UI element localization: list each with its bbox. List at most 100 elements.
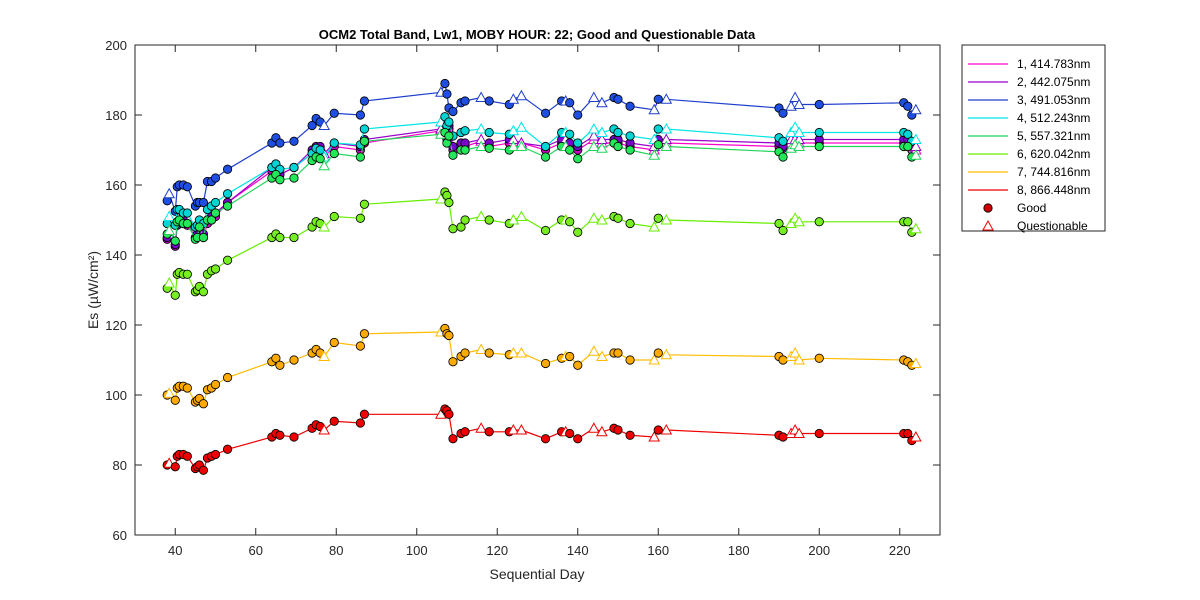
questionable-point	[475, 422, 487, 433]
legend-label: 6, 620.042nm	[1017, 147, 1090, 161]
good-point	[355, 213, 365, 223]
good-point	[210, 208, 221, 218]
good-point	[565, 145, 575, 155]
questionable-point	[515, 346, 528, 358]
good-point	[275, 360, 285, 370]
x-tick-label: 140	[567, 543, 589, 558]
legend-label: Questionable	[1017, 219, 1088, 233]
good-point	[170, 236, 180, 246]
good-point	[329, 416, 339, 426]
good-point	[355, 341, 365, 351]
questionable-point	[660, 122, 673, 134]
questionable-point	[793, 98, 805, 109]
good-point	[355, 418, 365, 428]
good-point	[653, 140, 663, 150]
questionable-point	[475, 91, 487, 102]
good-point	[198, 399, 209, 409]
good-point	[275, 175, 285, 185]
good-point	[289, 136, 299, 146]
good-point	[903, 428, 913, 439]
questionable-point	[475, 210, 487, 221]
legend-label: 4, 512.243nm	[1017, 111, 1090, 125]
good-point	[613, 141, 623, 152]
good-point	[222, 164, 233, 174]
good-point	[170, 462, 180, 472]
questionable-point	[660, 140, 673, 151]
good-point	[573, 360, 583, 370]
good-point	[355, 152, 365, 162]
good-point	[222, 372, 233, 383]
good-point	[540, 152, 551, 162]
questionable-point	[648, 430, 661, 442]
good-point	[210, 173, 221, 183]
good-point	[625, 218, 635, 229]
questionable-point	[318, 350, 331, 361]
good-point	[573, 434, 583, 444]
good-point	[540, 108, 551, 118]
good-point	[456, 222, 466, 232]
good-point	[903, 217, 913, 227]
y-tick-label: 160	[105, 178, 127, 193]
good-point	[289, 355, 299, 365]
questionable-point	[515, 121, 528, 132]
good-point	[222, 255, 233, 265]
questionable-point	[660, 423, 673, 435]
x-axis-title: Sequential Day	[490, 566, 585, 582]
questionable-point	[475, 140, 487, 151]
good-point	[329, 108, 339, 118]
good-point	[359, 124, 370, 134]
good-point	[653, 425, 663, 435]
questionable-point	[596, 142, 608, 153]
good-point	[540, 141, 551, 152]
y-tick-label: 60	[113, 528, 127, 543]
x-tick-label: 100	[406, 543, 428, 558]
good-point	[182, 182, 192, 192]
good-point	[540, 225, 551, 236]
good-point	[329, 211, 339, 222]
questionable-point	[648, 220, 661, 232]
good-point	[206, 215, 217, 225]
questionable-point	[588, 91, 600, 102]
questionable-point	[789, 346, 801, 358]
good-point	[540, 358, 551, 369]
y-tick-label: 180	[105, 108, 127, 123]
x-tick-label: 60	[249, 543, 263, 558]
good-point	[448, 106, 458, 117]
good-point	[198, 287, 209, 297]
good-point	[613, 425, 623, 435]
legend: 1, 414.783nm 2, 442.075nm 3, 491.053nm 4, 5…	[961, 44, 1106, 233]
good-point	[359, 96, 370, 106]
legend-label: 5, 557.321nm	[1017, 129, 1090, 143]
good-point	[565, 129, 575, 139]
y-tick-label: 140	[105, 248, 127, 263]
questionable-point	[507, 423, 520, 435]
y-tick-label: 80	[113, 458, 127, 473]
good-point	[444, 131, 454, 141]
legend-label: 2, 442.075nm	[1017, 75, 1090, 89]
good-point	[359, 199, 370, 209]
questionable-point	[648, 353, 661, 365]
good-point	[444, 117, 454, 127]
good-point	[774, 218, 784, 229]
good-point	[448, 434, 458, 444]
questionable-point	[910, 149, 922, 160]
good-point	[444, 197, 454, 208]
questionable-point	[588, 140, 600, 151]
good-point	[182, 218, 192, 229]
good-point	[613, 127, 623, 138]
good-point	[625, 355, 635, 365]
questionable-point	[793, 126, 805, 137]
questionable-point	[588, 129, 600, 141]
series-3	[162, 78, 922, 216]
good-point	[814, 99, 824, 110]
x-tick-label: 40	[168, 543, 182, 558]
questionable-point	[910, 133, 922, 144]
good-point	[182, 383, 192, 393]
series-5	[162, 127, 922, 246]
questionable-point	[789, 91, 801, 102]
good-point	[198, 197, 209, 208]
good-point	[359, 329, 370, 339]
questionable-point	[163, 276, 176, 288]
questionable-point	[318, 119, 331, 130]
